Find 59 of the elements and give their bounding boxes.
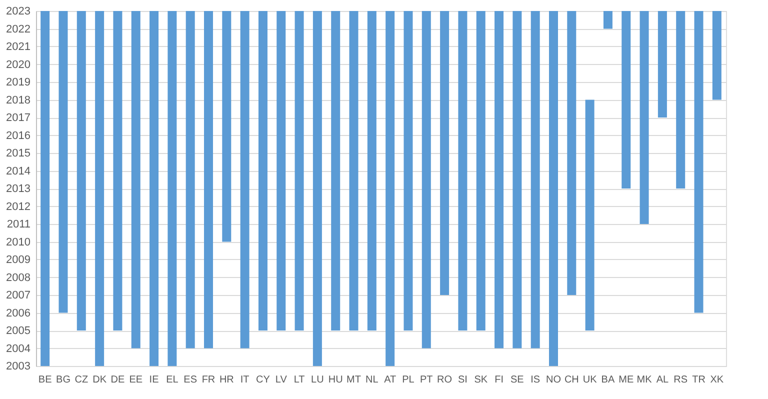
y-tick-label: 2019 — [6, 76, 30, 88]
x-tick-label: NL — [366, 374, 379, 386]
x-tick-label: EE — [129, 374, 143, 386]
x-tick-label: NO — [546, 374, 562, 386]
y-tick-label: 2023 — [6, 6, 30, 18]
y-tick-label: 2005 — [6, 325, 30, 337]
y-tick-label: 2009 — [6, 254, 30, 266]
x-tick-label: DK — [92, 374, 107, 386]
x-tick-label: RO — [437, 374, 452, 386]
x-tick-label: CZ — [74, 374, 88, 386]
x-tick-label: BG — [56, 374, 71, 386]
x-tick-label: HR — [219, 374, 234, 386]
x-tick-label: XK — [710, 374, 724, 386]
x-tick-label: MK — [636, 374, 652, 386]
y-tick-label: 2010 — [6, 236, 30, 248]
y-tick-label: 2014 — [6, 165, 30, 178]
y-tick-label: 2007 — [6, 290, 30, 302]
x-tick-label: FI — [494, 374, 504, 386]
x-tick-label: TR — [692, 374, 706, 386]
x-tick-label: IS — [530, 374, 540, 386]
y-tick-label: 2021 — [6, 41, 30, 53]
x-tick-label: ME — [618, 374, 634, 386]
x-tick-label: FR — [202, 374, 216, 386]
x-tick-label: IE — [149, 374, 160, 386]
y-tick-label: 2012 — [6, 200, 30, 213]
y-tick-label: 2008 — [6, 272, 30, 284]
y-tick-label: 2022 — [6, 23, 30, 36]
y-tick-label: 2006 — [6, 307, 30, 320]
x-tick-label: LT — [294, 374, 305, 386]
y-tick-label: 2011 — [6, 218, 30, 230]
x-tick-label: BA — [601, 374, 615, 386]
y-tick-label: 2004 — [6, 342, 30, 355]
x-tick-label: PT — [420, 374, 433, 386]
x-tick-label: SK — [474, 374, 488, 386]
x-tick-label: HU — [328, 374, 343, 386]
x-tick-label: DE — [110, 374, 125, 386]
y-tick-label: 2013 — [6, 183, 30, 195]
x-tick-label: ES — [184, 374, 198, 386]
x-tick-label: CH — [564, 374, 579, 386]
x-tick-label: SE — [510, 374, 524, 386]
x-tick-label: IT — [240, 374, 250, 386]
x-tick-label: RS — [674, 374, 688, 386]
y-tick-label: 2018 — [6, 94, 30, 106]
x-tick-label: LV — [275, 374, 288, 386]
y-tick-label: 2016 — [6, 130, 30, 142]
x-tick-label: UK — [582, 374, 598, 386]
y-tick-label: 2003 — [6, 360, 30, 372]
x-tick-label: SI — [458, 374, 468, 386]
x-tick-label: EL — [166, 374, 179, 386]
x-tick-label: AL — [656, 374, 669, 386]
y-tick-label: 2015 — [6, 148, 30, 160]
x-tick-label: PL — [402, 374, 415, 386]
y-tick-label: 2017 — [6, 112, 30, 124]
x-tick-label: CY — [256, 374, 270, 386]
x-tick-label: LU — [311, 374, 324, 386]
x-tick-label: BE — [38, 374, 52, 386]
x-tick-label: MT — [346, 374, 361, 386]
y-tick-label: 2020 — [6, 58, 30, 71]
x-tick-label: AT — [384, 374, 396, 386]
